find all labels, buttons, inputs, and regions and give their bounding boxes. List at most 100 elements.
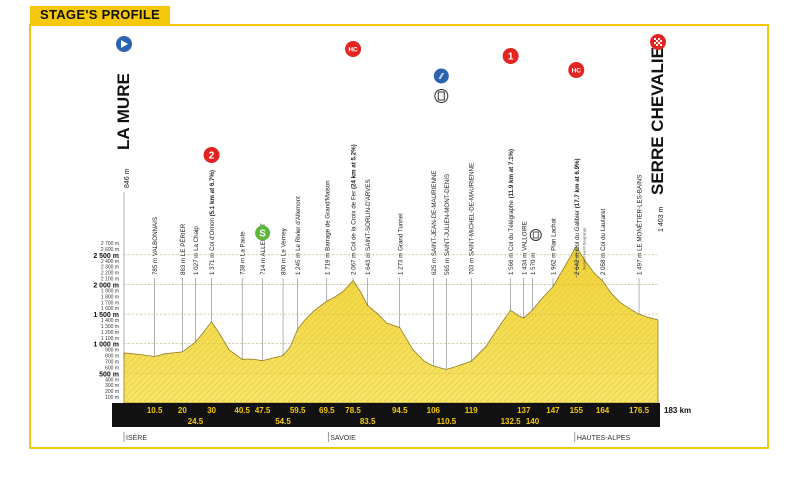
waypoint-name: 2 058 m Col du Lautaret — [600, 208, 607, 275]
y-tick-label: 800 m — [105, 354, 119, 360]
y-tick-label: 1 200 m — [101, 330, 119, 336]
km-tick-label: 10.5 — [147, 406, 163, 415]
profile-texture — [124, 246, 658, 403]
km-tick-label: 30 — [207, 406, 216, 415]
y-tick-label: 2 600 m — [101, 247, 119, 253]
climb-category-label: HC — [572, 68, 582, 75]
climb-stats: (5.1 km at 6.7%) — [209, 170, 216, 218]
waypoint-label: 1 371 m Col d'Ornon (5.1 km at 6.7%) — [209, 170, 216, 275]
y-tick-label: 1 100 m — [101, 336, 119, 342]
finish-elevation: 1 403 m — [658, 207, 665, 232]
km-tick-label: 155 — [570, 406, 584, 415]
waypoint-label: 1 962 m Plan Lachat — [550, 218, 557, 275]
checker-cell — [656, 40, 658, 42]
waypoint-label: 863 m LE PÉRIER — [180, 223, 187, 275]
waypoint-label: 2 067 m Col de la Croix de Fer (24 km at… — [351, 144, 358, 275]
waypoint-name: 2 067 m Col de la Croix de Fer — [351, 191, 358, 275]
climb-category-label: 1 — [508, 52, 514, 63]
climb-category-label: HC — [348, 47, 358, 54]
km-total-label: 183 km — [664, 406, 691, 415]
y-tick-label: 2 100 m — [101, 277, 119, 283]
y-tick-label: 1 000 m — [93, 342, 119, 349]
bin-body-icon — [532, 231, 539, 239]
waypoint-name: 714 m ALLEMONT — [260, 223, 267, 275]
km-tick-label: 176.5 — [629, 406, 650, 415]
waypoint-name: 1 027 m La Chalp — [193, 226, 200, 275]
km-tick-label: 94.5 — [392, 406, 408, 415]
y-tick-label: 1 400 m — [101, 318, 119, 324]
waypoint-label: 703 m SAINT-MICHEL-DE-MAURIENNE — [469, 163, 476, 275]
y-tick-label: 2 500 m — [93, 253, 119, 260]
waypoint-name: 863 m LE PÉRIER — [180, 223, 187, 275]
sprint-label: S — [259, 229, 266, 240]
waypoint-name: 625 m SAINT-JEAN-DE-MAURIENNE — [431, 170, 438, 275]
y-tick-label: 1 800 m — [101, 294, 119, 300]
y-tick-label: 900 m — [105, 348, 119, 354]
km-tick-label: 147 — [546, 406, 560, 415]
waypoint-label: 565 m SAINT-JULIEN-MONT-DENIS — [444, 174, 451, 275]
waypoint-name: 565 m SAINT-JULIEN-MONT-DENIS — [444, 174, 451, 275]
checker-cell — [660, 44, 662, 46]
km-tick-label: 54.5 — [275, 417, 291, 426]
climb-stats: (11.9 km at 7.1%) — [508, 149, 515, 200]
start-elevation: 846 m — [124, 168, 131, 188]
climb-stats: (17.7 km at 6.9%) — [574, 158, 581, 210]
km-zero-label: 0 — [113, 406, 118, 415]
waypoint-label: 1 434 m VALLOIRE — [521, 221, 528, 275]
y-tick-label: 500 m — [99, 371, 119, 378]
y-tick-label: 1 600 m — [101, 306, 119, 312]
bin-body-icon — [437, 91, 445, 101]
waypoint-name: 703 m SAINT-MICHEL-DE-MAURIENNE — [469, 163, 476, 275]
km-tick-label: 20 — [178, 406, 187, 415]
km-tick-label: 83.5 — [360, 417, 376, 426]
checker-cell — [658, 42, 660, 44]
km-tick-label: 47.5 — [255, 406, 271, 415]
y-tick-label: 1 900 m — [101, 288, 119, 294]
waypoint-subtitle: Souvenir Henri Desgrange — [582, 228, 586, 270]
km-tick-label: 59.5 — [290, 406, 306, 415]
panel-title: STAGE'S PROFILE — [30, 6, 171, 24]
km-tick-label: 140 — [526, 417, 540, 426]
waypoint-name: 1 719 m Barrage de Grand'Maison — [324, 180, 331, 275]
y-tick-label: 2 000 m — [93, 282, 119, 289]
y-tick-label: 1 300 m — [101, 324, 119, 330]
waypoint-label: 1 497 m LE MONÊTIER-LES-BAINS — [636, 175, 644, 275]
waypoint-name: 1 245 m Le Rivier d'Allemont — [295, 196, 302, 275]
checker-cell — [660, 40, 662, 42]
finish-name: SERRE CHEVALIER — [648, 35, 667, 195]
waypoint-name: 1 434 m VALLOIRE — [521, 221, 528, 275]
bin-icon — [529, 229, 542, 241]
feed-zone-label: ⁄⁄ — [438, 72, 444, 81]
y-tick-label: 2 700 m — [101, 241, 119, 247]
waypoint-label: 1 570 m — [530, 253, 537, 275]
km-tick-label: 110.5 — [437, 417, 457, 426]
waypoint-name: 800 m Le Verney — [281, 227, 288, 275]
waypoint-name: 1 570 m — [530, 253, 537, 275]
panel-frame — [29, 24, 769, 449]
waypoint-label: 800 m Le Verney — [281, 227, 288, 275]
y-tick-label: 700 m — [105, 360, 119, 366]
waypoint-name: 785 m VALBONNAIS — [152, 217, 159, 275]
y-tick-label: 2 400 m — [101, 259, 119, 265]
region-label: ISÈRE — [126, 433, 147, 442]
waypoint-label: 1 273 m Grand Tunnel — [397, 213, 404, 275]
km-tick-label: 40.5 — [234, 406, 250, 415]
checker-cell — [654, 42, 656, 44]
waypoint-label: 1 027 m La Chalp — [193, 226, 200, 275]
y-tick-label: 2 300 m — [101, 265, 119, 271]
y-tick-label: 200 m — [105, 389, 119, 395]
waypoint-name: 2 642 m Col du Galibier — [574, 210, 581, 275]
y-tick-label: 400 m — [105, 377, 119, 383]
checker-cell — [654, 38, 656, 40]
waypoint-label: 1 643 m SAINT-SORLIN-D'ARVES — [365, 179, 372, 275]
km-tick-label: 69.5 — [319, 406, 335, 415]
km-bar — [112, 403, 660, 427]
km-tick-label: 106 — [427, 406, 441, 415]
waypoint-name: 1 643 m SAINT-SORLIN-D'ARVES — [365, 179, 372, 275]
waypoint-label: 2 642 m Col du Galibier (17.7 km at 6.9%… — [574, 158, 581, 275]
km-tick-label: 119 — [465, 406, 478, 415]
climb-category-icon — [345, 41, 362, 57]
waypoint-label: 714 m ALLEMONT — [260, 223, 267, 275]
km-tick-label: 164 — [596, 406, 610, 415]
